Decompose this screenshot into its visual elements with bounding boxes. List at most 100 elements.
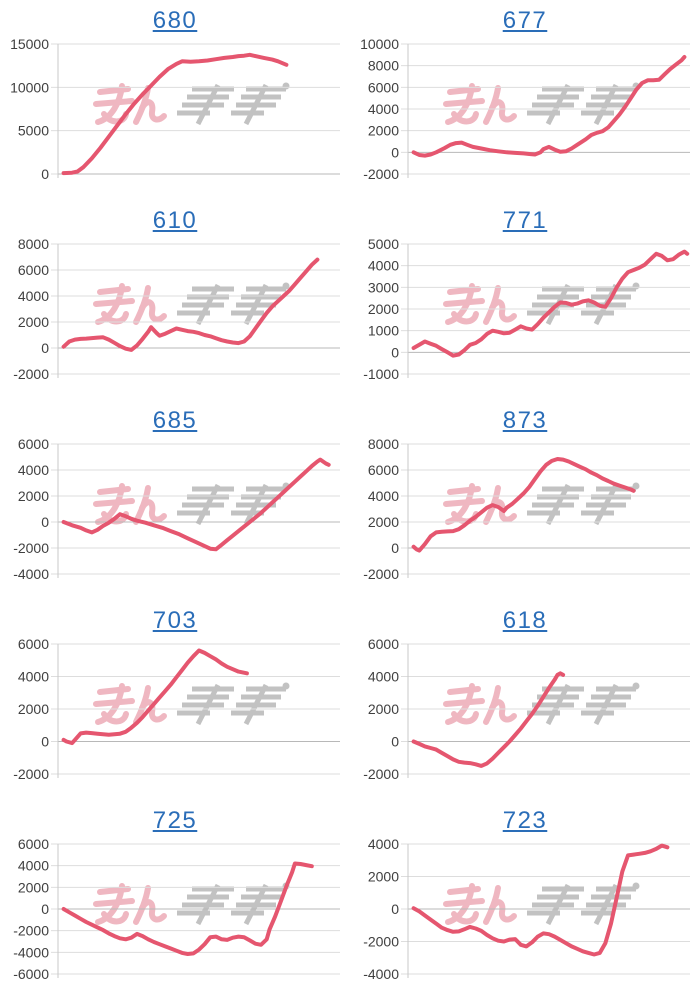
y-axis-tick-label: 6000 (18, 262, 49, 278)
y-axis-tick-label: 4000 (368, 101, 399, 117)
y-axis-tick-label: -2000 (13, 923, 49, 939)
y-axis-tick-label: 0 (391, 344, 399, 360)
y-axis-tick-label: -4000 (363, 966, 399, 982)
y-axis-tick-label: -2000 (13, 540, 49, 556)
chart-title: 725 (0, 807, 350, 835)
machine-number-link[interactable]: 618 (502, 607, 548, 634)
chart-cell: 677 (350, 0, 700, 200)
y-axis-tick-label: 2000 (368, 514, 399, 530)
data-series-line (411, 671, 566, 768)
y-axis-tick-label: 4000 (368, 488, 399, 504)
y-axis-tick-label: 6000 (18, 436, 49, 452)
y-axis-tick-label: 5000 (368, 236, 399, 252)
machine-number-link[interactable]: 610 (152, 207, 198, 234)
minrepo-logo-icon (93, 682, 290, 726)
line-chart: -1000 0 1000 2000 3000 4000 5000 (363, 236, 690, 382)
chart-cell: 873 (350, 400, 700, 600)
y-axis-tick-label: 0 (41, 901, 49, 917)
machine-number-link[interactable]: 685 (152, 407, 198, 434)
machine-number-link[interactable]: 725 (152, 807, 198, 834)
line-chart: -4000 -2000 0 2000 4000 (363, 836, 690, 982)
y-axis-tick-label: 0 (41, 340, 49, 356)
y-axis-tick-label: 10000 (360, 36, 399, 52)
y-axis-tick-label: 6000 (18, 836, 49, 852)
y-axis-tick-label: -6000 (13, 966, 49, 982)
machine-number-link[interactable]: 873 (502, 407, 548, 434)
y-axis-tick-label: -2000 (363, 766, 399, 782)
y-axis-tick-label: 2000 (368, 123, 399, 139)
line-chart: -2000 0 2000 4000 6000 (363, 636, 690, 782)
y-axis-tick-label: 4000 (368, 258, 399, 274)
y-axis-tick-label: 0 (41, 514, 49, 530)
data-series-line (411, 249, 690, 358)
y-axis-tick-label: 6000 (18, 636, 49, 652)
minrepo-watermark (440, 82, 640, 133)
chart-title: 703 (0, 607, 350, 635)
y-axis-tick-label: -2000 (13, 766, 49, 782)
data-series-line (61, 861, 314, 956)
chart-cell: 618 (350, 600, 700, 800)
line-chart: -2000 0 2000 4000 6000 8000 10000 (360, 36, 690, 182)
y-axis-tick-label: 0 (391, 901, 399, 917)
machine-number-link[interactable]: 677 (502, 7, 548, 34)
y-axis-tick-label: -2000 (363, 566, 399, 582)
y-axis-tick-label: 4000 (18, 288, 49, 304)
line-chart: -6000 -4000 -2000 0 2000 4000 6000 (13, 836, 340, 982)
y-axis-tick-label: 8000 (18, 236, 49, 252)
line-chart: -2000 0 2000 4000 6000 (13, 636, 340, 782)
line-chart: -4000 -2000 0 2000 4000 6000 (13, 436, 340, 582)
chart-title: 677 (350, 7, 700, 35)
line-chart: -2000 0 2000 4000 6000 8000 (363, 436, 690, 582)
y-axis-tick-label: -4000 (13, 944, 49, 960)
line-chart: 0 5000 10000 15000 (10, 36, 340, 182)
chart-cell: 703 (0, 600, 350, 800)
y-axis-tick-label: 8000 (368, 58, 399, 74)
minrepo-logo-icon (443, 682, 640, 726)
y-axis-tick-label: 2000 (368, 701, 399, 717)
data-series-line (61, 648, 249, 746)
machine-number-link[interactable]: 771 (502, 207, 548, 234)
data-series-line (411, 843, 670, 957)
y-axis-tick-label: -2000 (13, 366, 49, 382)
minrepo-watermark (90, 282, 290, 333)
chart-cell: 685 (0, 400, 350, 600)
y-axis-tick-label: 2000 (18, 879, 49, 895)
y-axis-tick-label: 8000 (368, 436, 399, 452)
y-axis-tick-label: 6000 (368, 462, 399, 478)
minrepo-watermark (90, 482, 290, 533)
chart-cell: 725 (0, 800, 350, 1000)
machine-number-link[interactable]: 703 (152, 607, 198, 634)
minrepo-logo-icon (93, 482, 290, 526)
y-axis-tick-label: 0 (41, 734, 49, 750)
minrepo-watermark (90, 82, 290, 133)
chart-title: 723 (350, 807, 700, 835)
data-series-line (61, 457, 331, 552)
y-axis-tick-label: 2000 (18, 488, 49, 504)
chart-title: 680 (0, 7, 350, 35)
minrepo-logo-icon (93, 82, 290, 126)
y-axis-tick-label: 5000 (18, 123, 49, 139)
line-chart: -2000 0 2000 4000 6000 8000 (13, 236, 340, 382)
y-axis-tick-label: 2000 (18, 314, 49, 330)
machine-number-link[interactable]: 723 (502, 807, 548, 834)
minrepo-logo-icon (93, 282, 290, 326)
y-axis-tick-label: 6000 (368, 636, 399, 652)
y-axis-tick-label: 4000 (368, 669, 399, 685)
y-axis-tick-label: 4000 (18, 858, 49, 874)
chart-title: 618 (350, 607, 700, 635)
chart-title: 771 (350, 207, 700, 235)
minrepo-logo-icon (93, 882, 290, 926)
y-axis-tick-label: 0 (391, 540, 399, 556)
chart-title: 610 (0, 207, 350, 235)
y-axis-tick-label: 0 (391, 144, 399, 160)
data-series-line (61, 257, 320, 352)
chart-title: 685 (0, 407, 350, 435)
machine-number-link[interactable]: 680 (152, 7, 198, 34)
y-axis-tick-label: 2000 (368, 869, 399, 885)
y-axis-tick-label: 0 (391, 734, 399, 750)
y-axis-tick-label: 6000 (368, 79, 399, 95)
y-axis-tick-label: -1000 (363, 366, 399, 382)
minrepo-watermark (90, 882, 290, 933)
y-axis-tick-label: -2000 (363, 166, 399, 182)
